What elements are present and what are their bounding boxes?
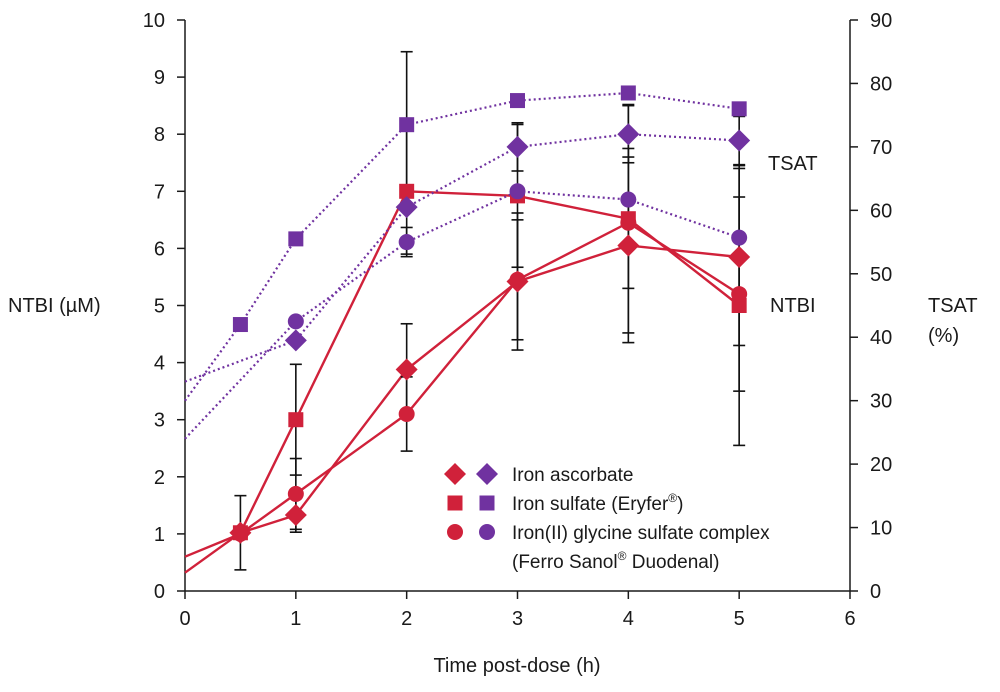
y-left-tick-label: 10 bbox=[143, 10, 165, 32]
legend-entry-text: Iron sulfate (Eryfer®) bbox=[512, 491, 683, 515]
point-diamond-ntbi bbox=[728, 245, 751, 268]
y-left-tick-label: 8 bbox=[154, 124, 165, 146]
point-diamond-tsat bbox=[395, 196, 418, 219]
legend-entry-text: Iron(II) glycine sulfate complex bbox=[512, 523, 770, 544]
ntbi-series-label: NTBI bbox=[770, 295, 816, 317]
point-square-ntbi bbox=[399, 183, 415, 199]
plot-area bbox=[184, 50, 751, 574]
point-circle-ntbi bbox=[620, 214, 637, 231]
legend-entry-text: Iron ascorbate bbox=[512, 465, 633, 486]
legend-marker-square-ntbi bbox=[447, 495, 463, 511]
point-diamond-tsat bbox=[506, 135, 529, 158]
y-right-tick-label: 40 bbox=[870, 327, 892, 349]
point-square-tsat bbox=[620, 85, 636, 101]
legend-text-main: Iron(II) glycine sulfate complex bbox=[512, 523, 770, 544]
line-circle-tsat bbox=[184, 190, 740, 440]
point-circle-tsat bbox=[287, 313, 304, 330]
tsat-series-label: TSAT bbox=[768, 153, 818, 175]
point-diamond-ntbi bbox=[284, 504, 307, 527]
y-right-tick-label: 60 bbox=[870, 200, 892, 222]
y-right-tick-label: 80 bbox=[870, 73, 892, 95]
point-circle-ntbi bbox=[287, 485, 304, 502]
x-tick-label: 5 bbox=[734, 608, 745, 630]
legend-marker-circle-ntbi bbox=[447, 524, 463, 540]
legend-text-main: (Ferro Sanol bbox=[512, 552, 618, 573]
point-square-tsat bbox=[399, 117, 415, 133]
point-diamond-ntbi bbox=[617, 234, 640, 257]
x-tick-label: 1 bbox=[290, 608, 301, 630]
point-diamond-tsat bbox=[728, 129, 751, 152]
point-square-tsat bbox=[232, 317, 248, 333]
right-axis-title-line1: TSAT bbox=[928, 295, 978, 317]
point-square-ntbi bbox=[288, 412, 304, 428]
point-diamond-ntbi bbox=[395, 358, 418, 381]
y-right-tick-label: 90 bbox=[870, 10, 892, 32]
point-circle-tsat bbox=[731, 229, 748, 246]
legend-text-main: Iron ascorbate bbox=[512, 465, 633, 486]
legend-entry-text: (Ferro Sanol® Duodenal) bbox=[512, 549, 719, 573]
y-right-tick-label: 70 bbox=[870, 137, 892, 159]
y-left-tick-label: 9 bbox=[154, 67, 165, 89]
x-tick-label: 3 bbox=[512, 608, 523, 630]
legend-marker-circle-tsat bbox=[479, 524, 495, 540]
y-left-tick-label: 0 bbox=[154, 581, 165, 603]
point-square-ntbi bbox=[731, 298, 747, 313]
legend-text-sup: ® bbox=[668, 491, 677, 505]
y-left-tick-label: 3 bbox=[154, 410, 165, 432]
legend-text-sup: ® bbox=[618, 549, 627, 563]
y-left-tick-label: 5 bbox=[154, 296, 165, 318]
point-circle-ntbi bbox=[731, 286, 748, 303]
line-diamond-tsat bbox=[184, 133, 740, 383]
y-left-tick-label: 2 bbox=[154, 467, 165, 489]
y-right-tick-label: 0 bbox=[870, 581, 881, 603]
y-left-tick-label: 4 bbox=[154, 353, 165, 375]
y-right-tick-label: 30 bbox=[870, 391, 892, 413]
y-right-tick-label: 10 bbox=[870, 518, 892, 540]
point-square-tsat bbox=[731, 101, 747, 117]
point-square-tsat bbox=[510, 93, 525, 109]
point-circle-ntbi bbox=[509, 271, 526, 288]
point-circle-tsat bbox=[620, 191, 637, 208]
y-left-tick-label: 7 bbox=[154, 181, 165, 203]
y-left-tick-label: 6 bbox=[154, 238, 165, 260]
y-right-tick-label: 50 bbox=[870, 264, 892, 286]
point-circle-tsat bbox=[398, 234, 415, 251]
line-square-tsat bbox=[184, 91, 740, 402]
series-markers bbox=[229, 85, 751, 544]
point-circle-ntbi bbox=[232, 525, 249, 542]
point-circle-ntbi bbox=[398, 405, 415, 422]
x-axis-title: Time post-dose (h) bbox=[433, 655, 600, 677]
y-right-tick-label: 20 bbox=[870, 454, 892, 476]
legend-marker-diamond-tsat bbox=[476, 463, 498, 485]
point-square-tsat bbox=[288, 231, 304, 247]
point-diamond-tsat bbox=[617, 123, 640, 146]
legend-marker-diamond-ntbi bbox=[444, 463, 466, 485]
point-diamond-tsat bbox=[284, 329, 307, 352]
legend-marker-square-tsat bbox=[479, 495, 495, 511]
x-tick-label: 2 bbox=[401, 608, 412, 630]
x-tick-label: 4 bbox=[623, 608, 634, 630]
legend-text-tail: ) bbox=[677, 494, 683, 515]
x-tick-label: 0 bbox=[179, 608, 190, 630]
line-square-ntbi bbox=[239, 190, 740, 534]
right-axis-title-line2: (%) bbox=[928, 325, 959, 347]
y-left-tick-label: 1 bbox=[154, 524, 165, 546]
legend-text-main: Iron sulfate (Eryfer bbox=[512, 494, 669, 515]
left-axis-title: NTBI (µM) bbox=[8, 295, 101, 317]
x-tick-label: 6 bbox=[844, 608, 855, 630]
legend-text-tail: Duodenal) bbox=[626, 552, 719, 573]
point-circle-tsat bbox=[509, 183, 526, 200]
